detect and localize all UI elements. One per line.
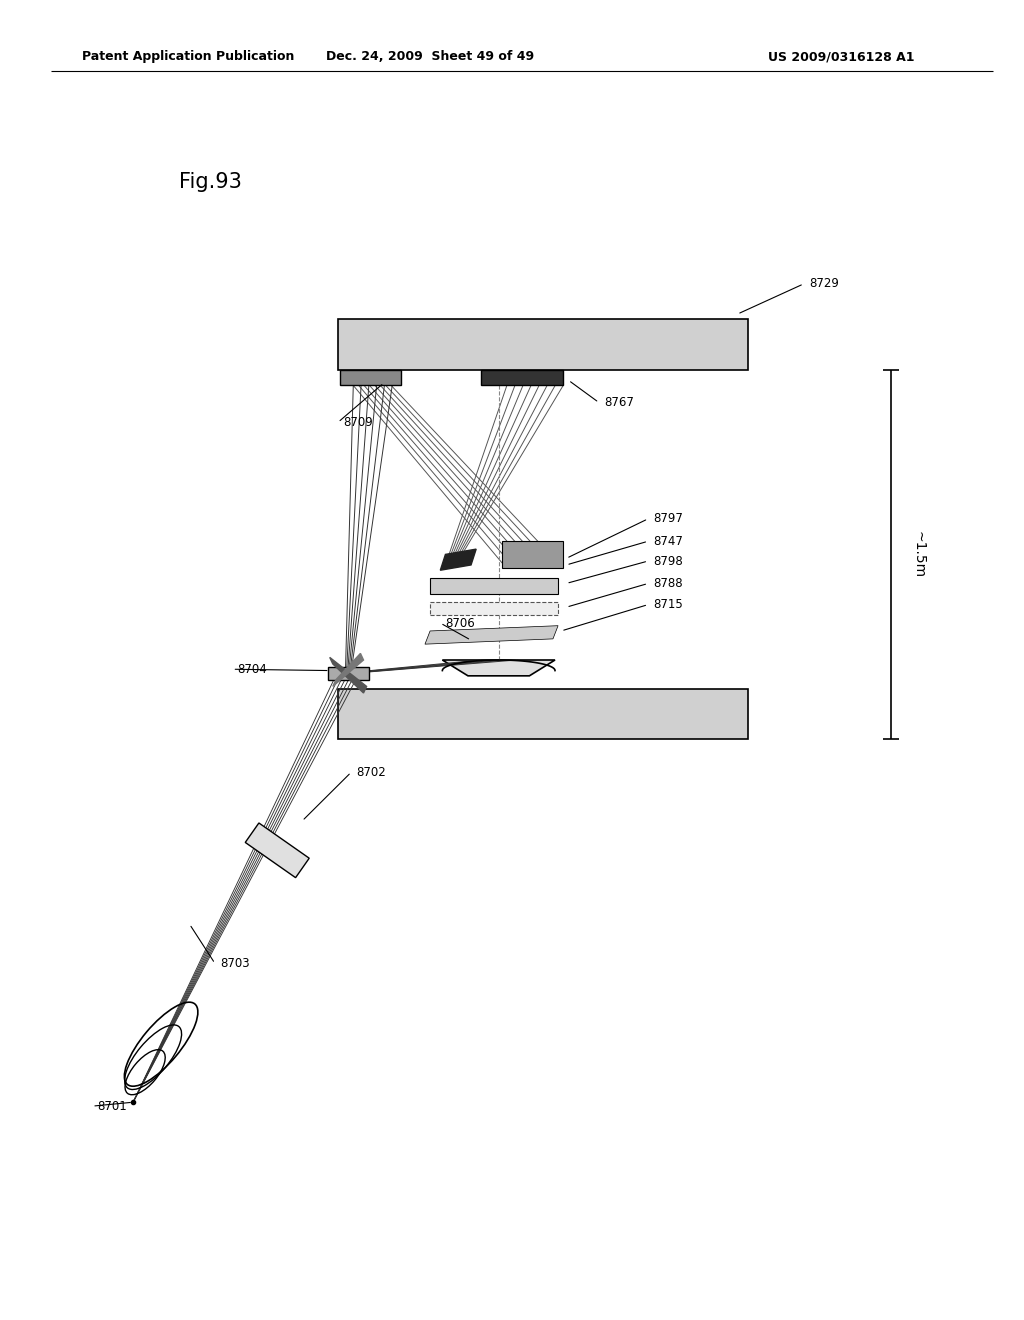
Text: 8701: 8701 (97, 1100, 127, 1113)
Bar (430, 602, 558, 615)
Text: 8715: 8715 (653, 598, 683, 611)
Text: 8747: 8747 (653, 535, 683, 548)
Bar (502, 541, 563, 568)
Text: 8798: 8798 (653, 554, 683, 568)
Text: ~1.5m: ~1.5m (911, 531, 926, 578)
Text: US 2009/0316128 A1: US 2009/0316128 A1 (768, 50, 914, 63)
Bar (340, 370, 401, 385)
Text: 8706: 8706 (445, 616, 475, 630)
FancyBboxPatch shape (328, 667, 369, 680)
Bar (246, 822, 309, 878)
Text: 8703: 8703 (220, 957, 250, 970)
Bar (338, 689, 748, 739)
Polygon shape (333, 653, 364, 686)
Text: 8788: 8788 (653, 577, 683, 590)
Text: Dec. 24, 2009  Sheet 49 of 49: Dec. 24, 2009 Sheet 49 of 49 (326, 50, 535, 63)
Text: 8702: 8702 (356, 766, 386, 779)
Bar (481, 370, 563, 385)
Text: 8729: 8729 (809, 277, 839, 290)
Text: 8709: 8709 (343, 416, 373, 429)
Text: 8797: 8797 (653, 512, 683, 525)
Text: Fig.93: Fig.93 (179, 172, 242, 193)
Polygon shape (440, 549, 476, 570)
Polygon shape (425, 626, 558, 644)
Text: 8767: 8767 (604, 396, 634, 409)
Text: Patent Application Publication: Patent Application Publication (82, 50, 294, 63)
Text: 8704: 8704 (238, 663, 267, 676)
Bar (338, 319, 748, 370)
Bar (430, 578, 558, 594)
Polygon shape (442, 660, 555, 676)
Polygon shape (330, 657, 367, 693)
